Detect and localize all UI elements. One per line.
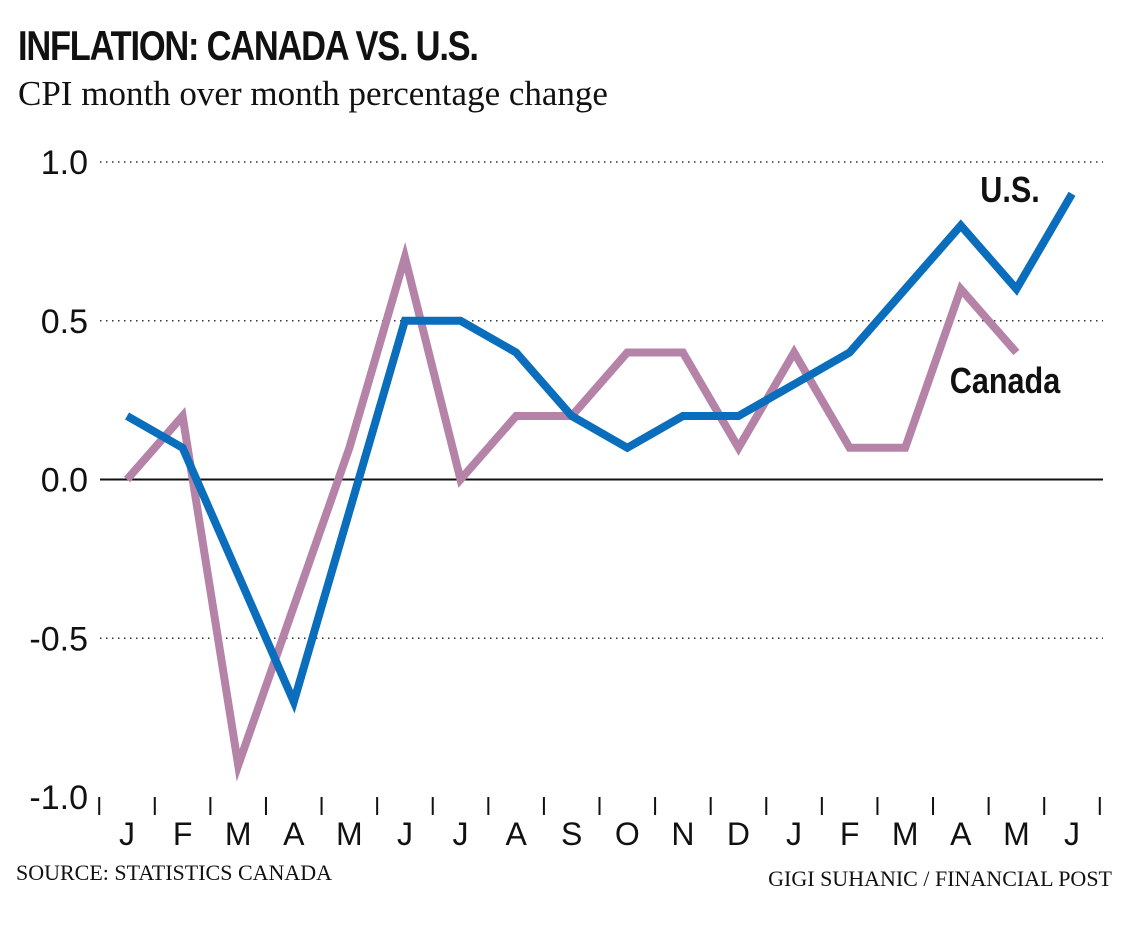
x-tick-label: A bbox=[505, 816, 527, 852]
credit-note: GIGI SUHANIC / FINANCIAL POST bbox=[768, 866, 1112, 891]
gridlines bbox=[100, 161, 1103, 639]
series-line-canada bbox=[123, 241, 1020, 782]
x-tick-label: N bbox=[671, 816, 694, 852]
x-tick-label: J bbox=[453, 816, 469, 852]
x-tick-label: F bbox=[173, 816, 193, 852]
series-lines bbox=[123, 191, 1076, 782]
x-tick-label: M bbox=[336, 816, 363, 852]
x-tick-label: A bbox=[950, 816, 972, 852]
x-tick-label: M bbox=[1003, 816, 1030, 852]
y-tick-label: 0.5 bbox=[41, 303, 88, 341]
y-tick-label: -0.5 bbox=[29, 620, 88, 658]
series-label-canada: Canada bbox=[950, 362, 1061, 402]
chart-title: INFLATION: CANADA VS. U.S. bbox=[18, 22, 479, 69]
series-label-u-s: U.S. bbox=[980, 171, 1039, 211]
x-tick-label: O bbox=[615, 816, 640, 852]
series-labels: U.S. Canada bbox=[950, 171, 1061, 402]
x-tick-label: S bbox=[561, 816, 582, 852]
x-tick-label: D bbox=[727, 816, 750, 852]
x-tick-label: J bbox=[1064, 816, 1080, 852]
x-tick-label: F bbox=[840, 816, 860, 852]
x-tick-label: M bbox=[225, 816, 252, 852]
x-tick-label: A bbox=[283, 816, 305, 852]
y-tick-label: 1.0 bbox=[41, 144, 88, 182]
y-tick-label: -1.0 bbox=[29, 779, 88, 817]
y-tick-label: 0.0 bbox=[41, 462, 88, 500]
chart-subtitle: CPI month over month percentage change bbox=[18, 74, 608, 113]
x-tick-label: J bbox=[119, 816, 135, 852]
axes: 1.00.50.0-0.5-1.0J F M A M J J A S O N D J F M A M J bbox=[29, 144, 1101, 852]
series-line-u-s bbox=[125, 191, 1076, 714]
x-tick-label: J bbox=[786, 816, 802, 852]
source-note: SOURCE: STATISTICS CANADA bbox=[16, 860, 333, 885]
x-tick-label: M bbox=[892, 816, 919, 852]
x-tick-label: J bbox=[397, 816, 413, 852]
